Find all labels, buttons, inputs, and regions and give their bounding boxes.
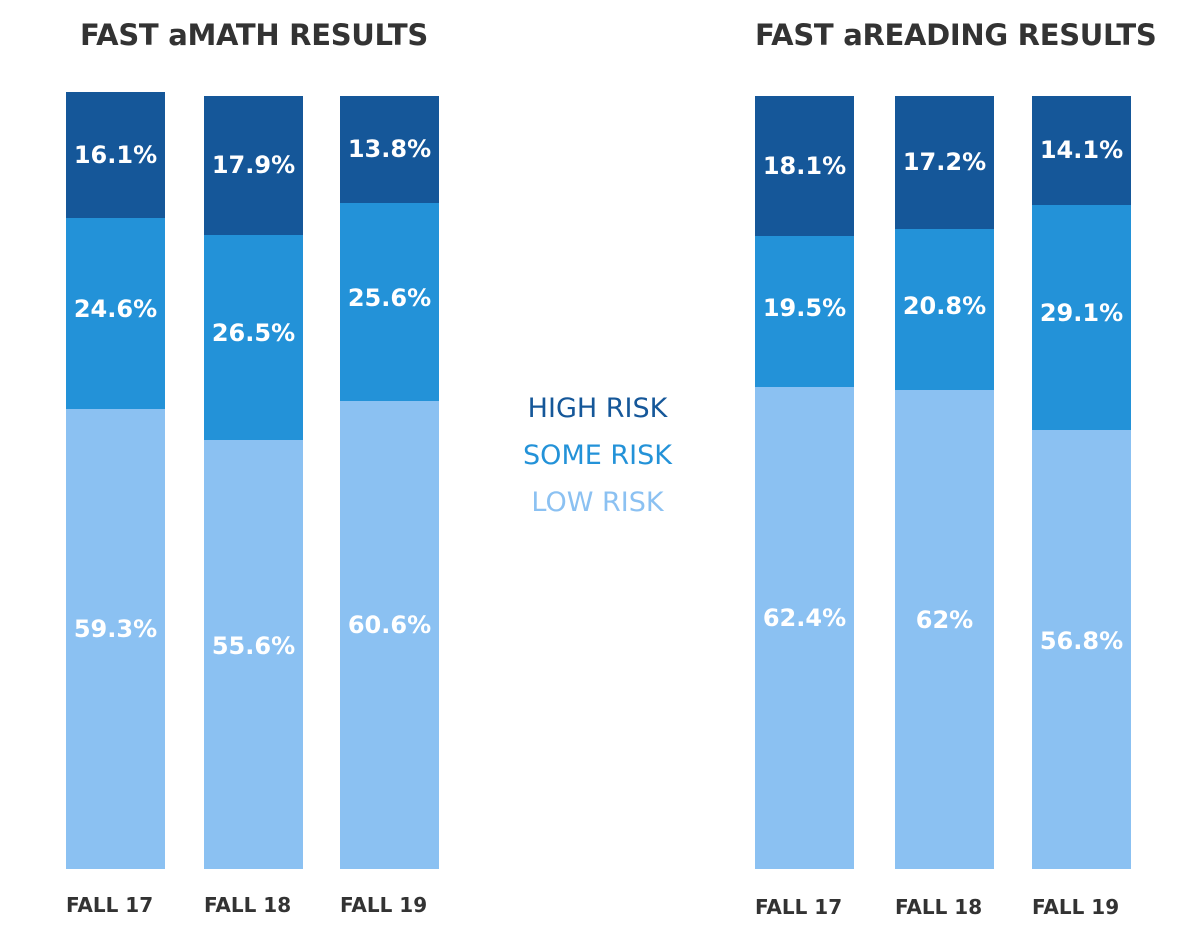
math-bar-2: 55.6% 26.5% 17.9%	[204, 96, 303, 870]
reading-category-label: FALL 18	[895, 895, 983, 919]
reading-data-label: 19.5%	[762, 294, 847, 323]
legend-item-high-risk: HIGH RISK	[527, 393, 668, 424]
reading-data-label: 62%	[915, 605, 974, 634]
reading-data-label: 62.4%	[762, 604, 847, 633]
math-segment-some-risk	[66, 217, 165, 409]
math-data-label: 25.6%	[347, 283, 432, 312]
reading-segment-some-risk	[1032, 204, 1131, 431]
reading-segment-low-risk	[1032, 429, 1131, 870]
math-data-label: 60.6%	[347, 611, 432, 640]
math-data-label: 24.6%	[73, 294, 158, 323]
math-bar-3: 60.6% 25.6% 13.8%	[340, 96, 439, 870]
math-segment-low-risk	[204, 439, 303, 870]
reading-data-label: 14.1%	[1039, 136, 1124, 165]
math-data-label: 16.1%	[73, 140, 158, 169]
reading-data-label: 56.8%	[1039, 626, 1124, 655]
math-data-label: 55.6%	[211, 631, 296, 660]
math-bar-1: 59.3% 24.6% 16.1%	[66, 92, 165, 870]
reading-bar-1: 62.4% 19.5% 18.1%	[755, 96, 854, 870]
reading-bar-3: 56.8% 29.1% 14.1%	[1032, 96, 1131, 870]
reading-category-label: FALL 17	[755, 895, 843, 919]
math-data-label: 59.3%	[73, 615, 158, 644]
legend-item-low-risk: LOW RISK	[531, 487, 664, 518]
reading-bar-2: 62% 20.8% 17.2%	[895, 96, 994, 870]
math-segment-high-risk	[340, 96, 439, 204]
reading-data-label: 29.1%	[1039, 298, 1124, 327]
math-category-label: FALL 19	[340, 893, 428, 917]
legend-item-some-risk: SOME RISK	[523, 440, 672, 471]
reading-category-label: FALL 19	[1032, 895, 1120, 919]
legend: HIGH RISK SOME RISK LOW RISK	[470, 385, 725, 526]
math-segment-low-risk	[66, 408, 165, 870]
reading-data-label: 20.8%	[902, 292, 987, 321]
reading-data-label: 18.1%	[762, 151, 847, 180]
math-chart-title: FAST aMATH RESULTS	[80, 18, 428, 52]
reading-segment-some-risk	[755, 235, 854, 388]
math-segment-high-risk	[66, 92, 165, 218]
math-data-label: 13.8%	[347, 135, 432, 164]
math-segment-high-risk	[204, 96, 303, 235]
math-segment-low-risk	[340, 400, 439, 870]
reading-segment-low-risk	[895, 389, 994, 870]
reading-chart-title: FAST aREADING RESULTS	[755, 18, 1157, 52]
math-segment-some-risk	[340, 202, 439, 402]
math-category-label: FALL 17	[66, 893, 154, 917]
reading-data-label: 17.2%	[902, 148, 987, 177]
math-data-label: 17.9%	[211, 151, 296, 180]
math-category-label: FALL 18	[204, 893, 292, 917]
reading-segment-low-risk	[755, 386, 854, 870]
reading-segment-some-risk	[895, 228, 994, 391]
reading-segment-high-risk	[1032, 96, 1131, 206]
reading-segment-high-risk	[755, 96, 854, 237]
reading-segment-high-risk	[895, 96, 994, 230]
math-segment-some-risk	[204, 234, 303, 440]
math-data-label: 26.5%	[211, 318, 296, 347]
